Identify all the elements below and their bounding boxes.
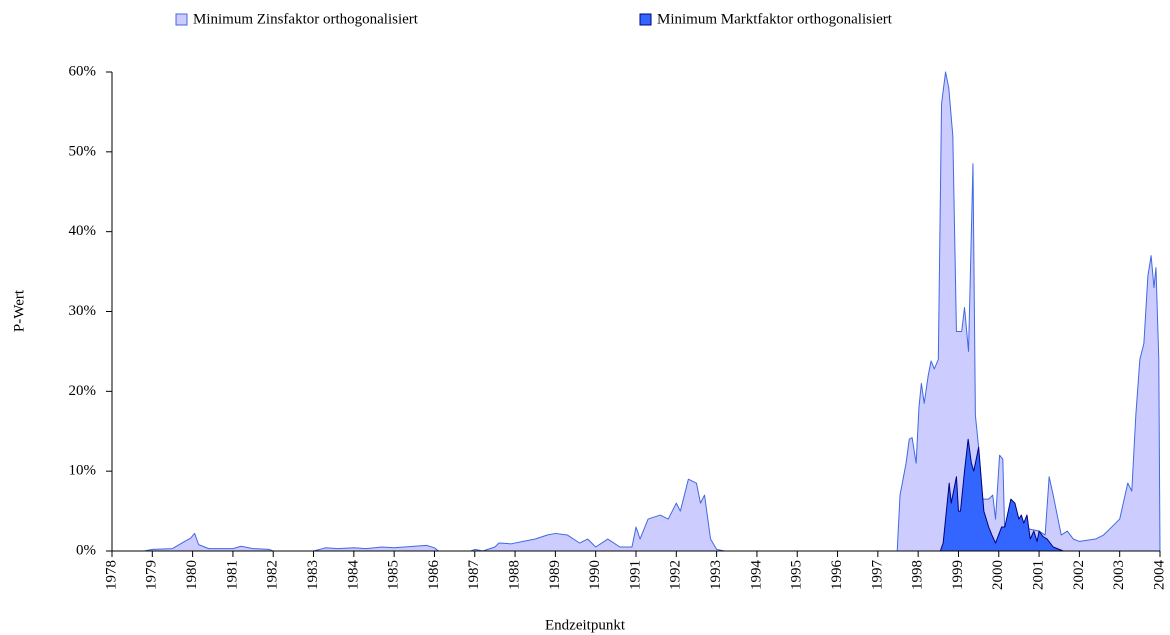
- area: [939, 438, 1064, 552]
- y-tick-label: 50%: [69, 143, 97, 159]
- x-tick-label: 1978: [103, 560, 119, 590]
- x-tick-label: 1980: [184, 560, 200, 590]
- legend-swatch: [639, 13, 652, 26]
- x-tick-label: 1983: [305, 560, 321, 590]
- x-tick-label: 2004: [1151, 560, 1167, 591]
- x-tick-label: 1982: [265, 560, 281, 590]
- x-tick-label: 1979: [144, 560, 160, 590]
- x-tick-label: 2001: [1031, 560, 1047, 590]
- x-tick-label: 2000: [990, 560, 1006, 590]
- y-axis-label: P-Wert: [11, 289, 27, 332]
- y-tick-label: 30%: [69, 303, 97, 319]
- x-tick-label: 2002: [1071, 560, 1087, 590]
- x-tick-label: 1992: [668, 560, 684, 590]
- y-tick-label: 20%: [69, 383, 97, 399]
- x-axis-label: Endzeitpunkt: [545, 617, 626, 633]
- x-tick-label: 1996: [829, 560, 845, 591]
- y-tick-label: 10%: [69, 463, 97, 479]
- x-tick-label: 1986: [426, 560, 442, 591]
- x-tick-label: 1984: [345, 560, 361, 591]
- x-tick-label: 1981: [224, 560, 240, 590]
- x-tick-label: 2003: [1111, 560, 1127, 590]
- x-tick-label: 1995: [789, 560, 805, 590]
- x-tick-label: 1987: [466, 560, 482, 591]
- legend-label: Minimum Marktfaktor orthogonalisiert: [657, 11, 893, 27]
- area: [111, 71, 1161, 552]
- x-tick-label: 1988: [507, 560, 523, 590]
- x-tick-label: 1994: [748, 560, 764, 591]
- x-tick-label: 1997: [869, 560, 885, 591]
- x-tick-label: 1991: [627, 560, 643, 590]
- y-tick-label: 40%: [69, 223, 97, 239]
- legend-swatch: [175, 13, 188, 26]
- x-tick-label: 1990: [587, 560, 603, 590]
- x-tick-label: 1993: [708, 560, 724, 590]
- x-tick-label: 1998: [910, 560, 926, 590]
- y-tick-label: 0%: [76, 542, 96, 558]
- y-tick-label: 60%: [69, 63, 97, 79]
- legend-label: Minimum Zinsfaktor orthogonalisiert: [193, 11, 419, 27]
- x-tick-label: 1989: [547, 560, 563, 590]
- x-tick-label: 1985: [386, 560, 402, 590]
- x-tick-label: 1999: [950, 560, 966, 590]
